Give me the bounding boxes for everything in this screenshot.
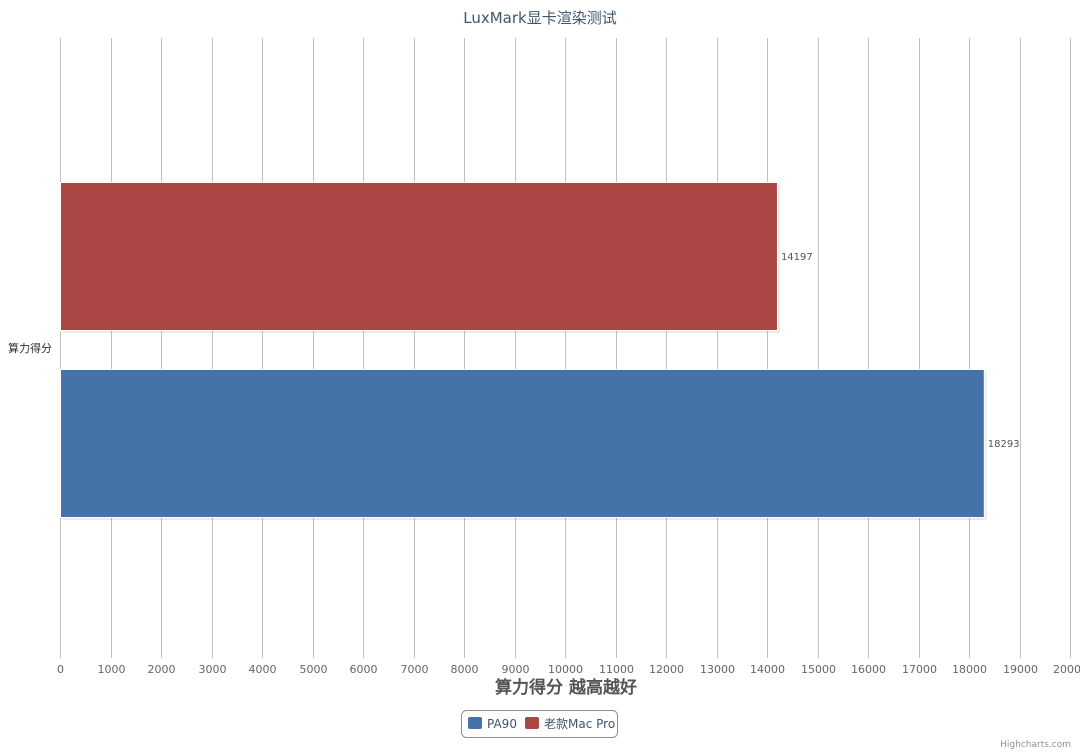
data-label-1: 14197 bbox=[781, 252, 813, 263]
x-tick-label-3000: 3000 bbox=[199, 663, 227, 676]
x-tick-label-7000: 7000 bbox=[401, 663, 429, 676]
x-tick-label-6000: 6000 bbox=[350, 663, 378, 676]
gridlines bbox=[60, 38, 1071, 658]
x-tick-label-18000: 18000 bbox=[952, 663, 987, 676]
x-tick-label-5000: 5000 bbox=[300, 663, 328, 676]
x-tick-label-20000: 20000 bbox=[1053, 663, 1080, 676]
x-tick-label-10000: 10000 bbox=[548, 663, 583, 676]
x-tick-label-14000: 14000 bbox=[750, 663, 785, 676]
category-label: 算力得分 bbox=[8, 341, 52, 355]
x-tick-label-1000: 1000 bbox=[98, 663, 126, 676]
x-tick-label-2000: 2000 bbox=[148, 663, 176, 676]
x-axis-title: 算力得分 越高越好 bbox=[494, 677, 637, 698]
legend: PA90 老款Mac Pro bbox=[461, 710, 618, 738]
x-tick-label-16000: 16000 bbox=[851, 663, 886, 676]
bars bbox=[60, 182, 987, 520]
legend-item-old-mac-pro[interactable]: 老款Mac Pro bbox=[525, 717, 615, 731]
x-tick-label-11000: 11000 bbox=[599, 663, 634, 676]
legend-label-pa90: PA90 bbox=[487, 717, 517, 731]
x-tick-label-19000: 19000 bbox=[1003, 663, 1038, 676]
x-tick-label-9000: 9000 bbox=[502, 663, 530, 676]
credits-link[interactable]: Highcharts.com bbox=[1000, 740, 1071, 750]
x-tick-label-12000: 12000 bbox=[649, 663, 684, 676]
data-label-0: 18293 bbox=[988, 439, 1020, 450]
x-tick-label-15000: 15000 bbox=[801, 663, 836, 676]
data-labels: 18293 14197 bbox=[781, 252, 1020, 450]
x-tick-label-17000: 17000 bbox=[902, 663, 937, 676]
legend-item-pa90[interactable]: PA90 bbox=[468, 717, 517, 731]
x-tick-label-0: 0 bbox=[57, 663, 64, 676]
legend-swatch-old-mac-pro bbox=[525, 717, 539, 729]
x-tick-label-13000: 13000 bbox=[700, 663, 735, 676]
legend-box bbox=[461, 710, 618, 738]
legend-label-old-mac-pro: 老款Mac Pro bbox=[544, 717, 615, 731]
x-tick-label-8000: 8000 bbox=[451, 663, 479, 676]
legend-swatch-pa90 bbox=[468, 717, 482, 729]
bar-老款mac-pro[interactable] bbox=[60, 182, 778, 331]
x-tick-label-4000: 4000 bbox=[249, 663, 277, 676]
chart-title: LuxMark显卡渲染测试 bbox=[463, 9, 616, 27]
bar-pa90[interactable] bbox=[60, 369, 985, 518]
x-axis: 0 1000 2000 3000 4000 5000 6000 7000 8000 9000 100… bbox=[57, 663, 1080, 676]
